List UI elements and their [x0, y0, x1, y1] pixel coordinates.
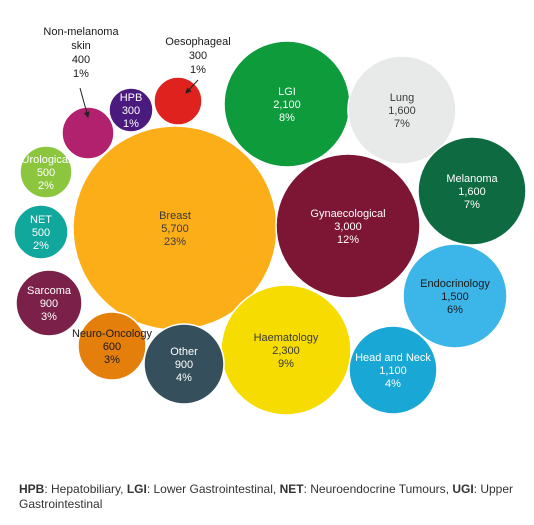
bubble-label-gynaecological-line-1: 3,000: [334, 221, 362, 233]
bubble-label-urological-line-1: 500: [37, 167, 55, 179]
bubble-label-other-line-1: 900: [175, 359, 193, 371]
bubble-circle-other: [143, 323, 225, 405]
bubble-label-sarcoma-line-0: Sarcoma: [27, 285, 72, 297]
bubble-label-melanoma-line-0: Melanoma: [446, 173, 498, 185]
bubble-label-head-and-neck-line-1: 1,100: [379, 365, 407, 377]
bubble-label-other-line-2: 4%: [176, 372, 192, 384]
bubble-chart: Breast5,70023%Gynaecological3,00012%Haem…: [13, 26, 527, 416]
footnote-abbr: HPB: [19, 482, 45, 496]
bubble-label-urological-line-2: 2%: [38, 180, 54, 192]
bubble-non-melanoma-skin: Non-melanoma skin 400 1%: [43, 26, 119, 160]
bubble-label-endocrinology-line-0: Endocrinology: [420, 278, 490, 290]
bubble-circle-lung: [347, 55, 457, 165]
bubble-label-hpb-line-0: HPB: [120, 92, 143, 104]
bubble-label-oesophageal-line-2: 1%: [190, 64, 206, 76]
bubble-circle-sarcoma: [15, 269, 83, 337]
bubble-label-other-line-0: Other: [170, 346, 198, 358]
bubble-label-melanoma-line-2: 7%: [464, 199, 480, 211]
bubble-label-sarcoma-line-1: 900: [40, 298, 58, 310]
bubble-circle-hpb: [108, 87, 154, 133]
bubble-label-breast-line-1: 5,700: [161, 223, 189, 235]
footnote-abbr: NET: [279, 482, 304, 496]
bubble-label-lgi-line-0: LGI: [278, 86, 296, 98]
bubble-label-neuro-oncology-line-1: 600: [103, 341, 121, 353]
footnote-abbr: LGI: [126, 482, 147, 496]
bubble-circle-neuro-oncology: [77, 311, 147, 381]
footnote-abbr: UGI: [452, 482, 474, 496]
footnote-text: : Neuroendocrine Tumours,: [303, 482, 453, 496]
bubble-circle-head-and-neck: [348, 325, 438, 415]
bubble-circle-urological: [19, 145, 73, 199]
bubble-label-lung-line-1: 1,600: [388, 105, 416, 117]
footnote-text: : Hepatobiliary,: [44, 482, 127, 496]
bubble-label-net-line-0: NET: [30, 214, 52, 226]
footnote-text: : Upper Gastrointestinal: [19, 482, 514, 511]
bubble-label-net-line-2: 2%: [33, 240, 49, 252]
bubble-label-sarcoma-line-2: 3%: [41, 311, 57, 323]
bubble-label-neuro-oncology-line-2: 3%: [104, 354, 120, 366]
bubble-label-hpb-line-1: 300: [122, 105, 140, 117]
bubble-circle-endocrinology: [402, 243, 508, 349]
bubble-circle-gynaecological: [275, 153, 421, 299]
label-arrow-oesophageal: [185, 79, 199, 94]
bubble-label-head-and-neck-line-0: Head and Neck: [355, 352, 431, 364]
bubble-label-oesophageal-line-1: 300: [189, 50, 207, 62]
bubble-label-lung-line-2: 7%: [394, 118, 410, 130]
bubble-label-endocrinology-line-2: 6%: [447, 304, 463, 316]
bubble-label-gynaecological-line-2: 12%: [337, 234, 359, 246]
bubble-oesophageal: Oesophageal 300 1%: [153, 36, 231, 126]
bubble-label-urological-line-0: Urological: [22, 154, 71, 166]
bubble-label-breast-line-0: Breast: [159, 210, 191, 222]
bubble-label-head-and-neck-line-2: 4%: [385, 378, 401, 390]
bubble-label-lung-line-0: Lung: [390, 92, 414, 104]
bubble-label-gynaecological-line-0: Gynaecological: [310, 208, 385, 220]
bubble-label-non-melanoma-skin-line-3: 1%: [73, 68, 89, 80]
bubble-label-haematology-line-2: 9%: [278, 358, 294, 370]
bubble-circle-melanoma: [417, 136, 527, 246]
bubble-label-haematology-line-1: 2,300: [272, 345, 300, 357]
bubble-label-breast-line-2: 23%: [164, 236, 186, 248]
bubble-label-non-melanoma-skin-line-2: 400: [72, 54, 90, 66]
bubble-label-hpb-line-2: 1%: [123, 118, 139, 130]
bubble-label-net-line-1: 500: [32, 227, 50, 239]
bubble-circle-net: [13, 204, 69, 260]
bubble-label-lgi-line-1: 2,100: [273, 99, 301, 111]
bubble-label-haematology-line-0: Haematology: [254, 332, 319, 344]
bubble-label-oesophageal-line-0: Oesophageal: [165, 36, 230, 48]
footnote-text: : Lower Gastrointestinal,: [146, 482, 280, 496]
bubble-label-non-melanoma-skin-line-0: Non-melanoma: [43, 26, 119, 38]
label-arrow-non-melanoma-skin: [79, 87, 90, 118]
bubble-label-endocrinology-line-1: 1,500: [441, 291, 469, 303]
bubble-circle-non-melanoma-skin: [61, 106, 115, 160]
abbreviations-footnote: HPB: Hepatobiliary, LGI: Lower Gastroint…: [19, 482, 524, 512]
bubble-label-non-melanoma-skin-line-1: skin: [71, 40, 91, 52]
bubble-label-neuro-oncology-line-0: Neuro-Oncology: [72, 328, 153, 340]
bubble-label-melanoma-line-1: 1,600: [458, 186, 486, 198]
bubble-label-lgi-line-2: 8%: [279, 112, 295, 124]
